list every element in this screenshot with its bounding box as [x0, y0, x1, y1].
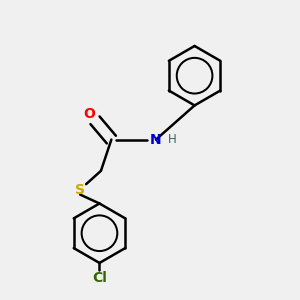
- Text: H: H: [168, 133, 177, 146]
- Text: O: O: [83, 107, 95, 121]
- Text: S: S: [75, 183, 85, 197]
- Text: N: N: [150, 133, 162, 147]
- Text: Cl: Cl: [92, 271, 107, 285]
